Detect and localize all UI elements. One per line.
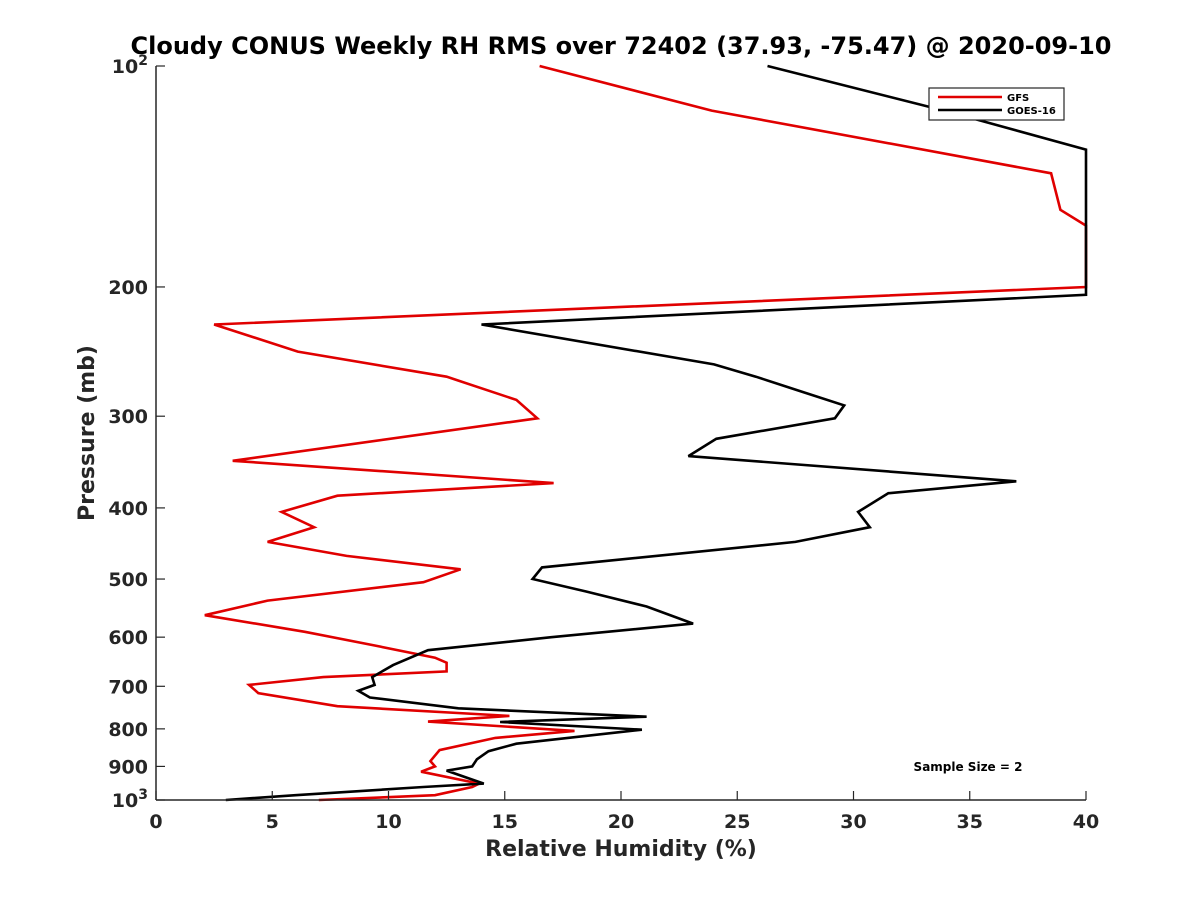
sample-size-annotation: Sample Size = 2: [914, 760, 1023, 774]
x-tick-label: 25: [724, 811, 750, 833]
y-tick-label: 102: [112, 53, 148, 78]
legend-label-goes16: GOES-16: [1007, 106, 1056, 117]
y-tick-label: 700: [108, 676, 148, 698]
x-tick-label: 10: [375, 811, 401, 833]
y-tick-label: 800: [108, 719, 148, 741]
x-tick-label: 35: [957, 811, 983, 833]
x-tick-label: 5: [266, 811, 279, 833]
y-tick-label: 300: [108, 406, 148, 428]
legend-box: [928, 87, 1065, 121]
series-line-goes16: [225, 64, 1088, 802]
y-tick-label: 600: [108, 627, 148, 649]
legend-label-gfs: GFS: [1007, 93, 1029, 104]
x-tick-label: 20: [608, 811, 634, 833]
chart-title: Cloudy CONUS Weekly RH RMS over 72402 (3…: [131, 32, 1112, 60]
y-axis-label: Pressure (mb): [75, 345, 100, 521]
series-line-gfs: [204, 64, 1088, 802]
x-tick-label: 15: [492, 811, 518, 833]
ticks-layer: 0 5 10 15 20 25 30 35 40 102 200 300 400 500 600 700 800…: [108, 53, 1099, 833]
x-tick-label: 30: [840, 811, 866, 833]
y-tick-label: 200: [108, 277, 148, 299]
x-tick-label: 0: [149, 811, 162, 833]
x-tick-label: 40: [1073, 811, 1099, 833]
series-layer: [204, 64, 1088, 802]
y-tick-label: 400: [108, 498, 148, 520]
legend: GFS GOES-16: [928, 87, 1065, 121]
y-tick-label: 103: [112, 787, 148, 812]
y-tick-label: 500: [108, 569, 148, 591]
x-axis-label: Relative Humidity (%): [485, 837, 757, 862]
y-tick-label: 900: [108, 756, 148, 778]
